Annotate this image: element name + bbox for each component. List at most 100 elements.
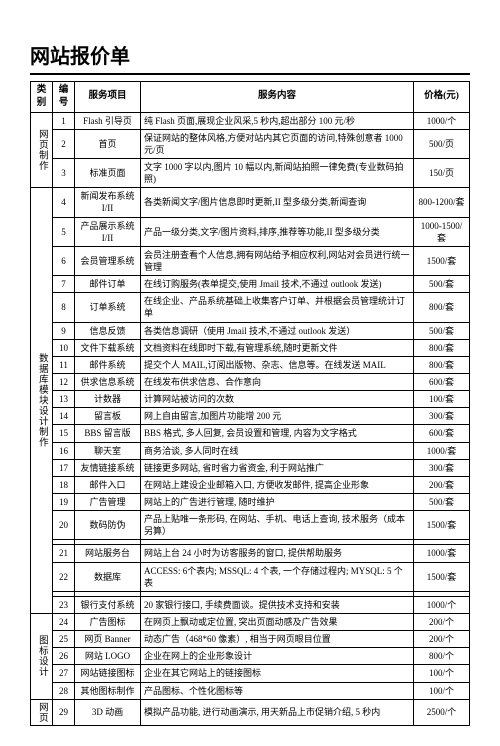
cell-num: 19 [53, 494, 75, 511]
cell-item: 文件下载系统 [75, 339, 141, 356]
cell-price: 100/套 [414, 391, 470, 408]
table-row: 10文件下载系统文档资料在线即时下载,有管理系统,随时更新文件800/套 [31, 339, 470, 356]
table-row: 12供求信息系统在线发布供求信息、合作意向600/套 [31, 374, 470, 391]
cell-desc: 网站上台 24 小时为访客服务的窗口, 提供帮助服务 [141, 545, 414, 562]
cell-item: BBS 留言版 [75, 425, 141, 442]
cell-desc: 各类信息调研（使用 Jmail 技术,不通过 outlook 发送） [141, 322, 414, 339]
cell-num: 21 [53, 545, 75, 562]
cell-desc: 产品上贴唯一条形码, 在网站、手机、电话上查询, 技术服务（成本另算） [141, 511, 414, 540]
table-row: 数据库模块设计制作4新闻发布系统 I/II各类新闻文字/图片信息即时更新,II … [31, 188, 470, 217]
category-cell: 数据库模块设计制作 [31, 188, 53, 614]
table-row: 17友情链接系统链接更多网站, 省时省力省资金, 利于网站推广300/套 [31, 459, 470, 476]
price-table: 类别 编号 服务项目 服务内容 价格(元) 网页制作1Flash 引导页纯 Fl… [30, 81, 470, 726]
cell-num: 18 [53, 476, 75, 493]
cell-num: 17 [53, 459, 75, 476]
cell-desc: 企业在其它网站上的链接图标 [141, 665, 414, 682]
cell-desc: 在线企业、产品系统基础上收集客户订单、并根据会员管理统计订单 [141, 293, 414, 322]
cell-num: 7 [53, 276, 75, 293]
cell-item: 邮件订单 [75, 276, 141, 293]
cell-desc: 链接更多网站, 省时省力省资金, 利于网站推广 [141, 459, 414, 476]
cell-price: 1500/套 [414, 511, 470, 540]
cell-price: 2500/个 [414, 699, 470, 725]
cell-num: 15 [53, 425, 75, 442]
cell-num: 22 [53, 562, 75, 591]
cell-desc: 提交个人 MAIL,订阅出版物、杂志、信息等。在线发送 MAIL [141, 356, 414, 373]
cell-item: 网页 Banner [75, 631, 141, 648]
cell-desc: 模拟产品功能, 进行动画演示, 用天新品上市促销介绍, 5 秒内 [141, 699, 414, 725]
cell-item: 邮件系统 [75, 356, 141, 373]
cell-price: 800/套 [414, 339, 470, 356]
cell-num: 11 [53, 356, 75, 373]
cell-price: 600/套 [414, 425, 470, 442]
cell-num: 3 [53, 159, 75, 188]
cell-price: 200/套 [414, 476, 470, 493]
cell-num: 8 [53, 293, 75, 322]
cell-item: 广告管理 [75, 494, 141, 511]
cell-item: 友情链接系统 [75, 459, 141, 476]
cell-price: 1000/套 [414, 442, 470, 459]
cell-price: 1000-1500/套 [414, 217, 470, 246]
cell-item: Flash 引导页 [75, 112, 141, 129]
cell-num: 2 [53, 129, 75, 158]
table-header-row: 类别 编号 服务项目 服务内容 价格(元) [31, 82, 470, 113]
table-row: 13计数器计算网站被访问的次数100/套 [31, 391, 470, 408]
cell-item: 银行支付系统 [75, 596, 141, 613]
table-row: 28其他图标制作产品图标、个性化图标等100/个 [31, 682, 470, 699]
header-desc: 服务内容 [141, 82, 414, 113]
cell-desc: 文档资料在线即时下载,有管理系统,随时更新文件 [141, 339, 414, 356]
cell-num: 24 [53, 613, 75, 630]
table-row: 11邮件系统提交个人 MAIL,订阅出版物、杂志、信息等。在线发送 MAIL80… [31, 356, 470, 373]
cell-item: 留言板 [75, 408, 141, 425]
cell-price: 1000/个 [414, 112, 470, 129]
cell-price: 300/套 [414, 459, 470, 476]
cell-desc: 在网站上建设企业邮箱入口, 方便收发邮件, 提高企业形象 [141, 476, 414, 493]
cell-item: 邮件入口 [75, 476, 141, 493]
cell-desc: 会员注册查看个人信息,拥有网站给予相应权利,网站对会员进行统一管理 [141, 246, 414, 275]
cell-num: 26 [53, 648, 75, 665]
cell-desc: 计算网站被访问的次数 [141, 391, 414, 408]
cell-desc: 商务洽谈, 多人同时在线 [141, 442, 414, 459]
cell-price: 100/个 [414, 682, 470, 699]
table-row: 22数据库ACCESS: 6个表内; MSSQL: 4 个表, 一个存储过程内;… [31, 562, 470, 591]
table-row: 网页制作1Flash 引导页纯 Flash 页面,展现企业风采,5 秒内,超出部… [31, 112, 470, 129]
table-row: 26网站 LOGO企业在网上的企业形象设计800/个 [31, 648, 470, 665]
cell-num: 4 [53, 188, 75, 217]
cell-desc: BBS 格式, 多人回复, 会员设置和管理, 内容为文字格式 [141, 425, 414, 442]
table-row: 20数码防伪产品上贴唯一条形码, 在网站、手机、电话上查询, 技术服务（成本另算… [31, 511, 470, 540]
cell-price: 800/套 [414, 293, 470, 322]
cell-num: 1 [53, 112, 75, 129]
cell-price: 800/套 [414, 356, 470, 373]
cell-item: 新闻发布系统 I/II [75, 188, 141, 217]
category-cell: 网页 [31, 699, 53, 725]
cell-desc: 文字 1000 字以内,图片 10 幅以内,新闻站拍照一律免费(专业数码拍照) [141, 159, 414, 188]
cell-price: 500/套 [414, 276, 470, 293]
cell-price: 200/个 [414, 613, 470, 630]
cell-price: 800-1200/套 [414, 188, 470, 217]
cell-num: 9 [53, 322, 75, 339]
cell-item: 3D 动画 [75, 699, 141, 725]
table-row: 18邮件入口在网站上建设企业邮箱入口, 方便收发邮件, 提高企业形象200/套 [31, 476, 470, 493]
table-row: 9信息反馈各类信息调研（使用 Jmail 技术,不通过 outlook 发送）5… [31, 322, 470, 339]
table-row: 23银行支付系统20 家银行接口, 手续费面谈。提供技术支持和安装1000/个 [31, 596, 470, 613]
cell-price: 150/页 [414, 159, 470, 188]
header-item: 服务项目 [75, 82, 141, 113]
table-row: 15BBS 留言版BBS 格式, 多人回复, 会员设置和管理, 内容为文字格式6… [31, 425, 470, 442]
cell-price: 1000/套 [414, 545, 470, 562]
table-row: 7邮件订单在线订购服务(表单提交,使用 Jmail 技术,不通过 outlook… [31, 276, 470, 293]
cell-num: 25 [53, 631, 75, 648]
cell-item: 标准页面 [75, 159, 141, 188]
cell-price: 500/套 [414, 322, 470, 339]
cell-price: 1500/套 [414, 562, 470, 591]
cell-item: 计数器 [75, 391, 141, 408]
table-row: 6会员管理系统会员注册查看个人信息,拥有网站给予相应权利,网站对会员进行统一管理… [31, 246, 470, 275]
table-row: 16聊天室商务洽谈, 多人同时在线1000/套 [31, 442, 470, 459]
cell-price: 1500/套 [414, 246, 470, 275]
cell-item: 信息反馈 [75, 322, 141, 339]
cell-price: 100/个 [414, 665, 470, 682]
table-row: 2首页保证网站的整体风格,方便对站内其它页面的访问,特殊创意者 1000 元/页… [31, 129, 470, 158]
cell-desc: 20 家银行接口, 手续费面谈。提供技术支持和安装 [141, 596, 414, 613]
cell-num: 29 [53, 699, 75, 725]
table-row: 图标设计24广告图标在网页上飘动或定位置, 突出页面动感及广告效果200/个 [31, 613, 470, 630]
cell-desc: 网上自由留言,加图片功能增 200 元 [141, 408, 414, 425]
cell-item: 数码防伪 [75, 511, 141, 540]
